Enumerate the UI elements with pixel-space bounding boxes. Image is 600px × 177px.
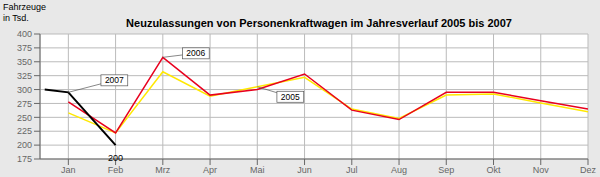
svg-text:2006: 2006 (186, 48, 205, 58)
svg-text:2007: 2007 (105, 75, 124, 85)
svg-text:325: 325 (17, 71, 32, 81)
svg-text:Jun: Jun (297, 165, 312, 175)
svg-text:350: 350 (17, 57, 32, 67)
svg-text:250: 250 (17, 113, 32, 123)
svg-text:200: 200 (17, 140, 32, 150)
svg-text:375: 375 (17, 43, 32, 53)
svg-text:Aug: Aug (391, 165, 407, 175)
html-text:Fahrzeuge: Fahrzeuge (3, 2, 46, 12)
svg-text:Jan: Jan (61, 165, 76, 175)
svg-text:Jul: Jul (346, 165, 358, 175)
svg-text:175: 175 (17, 154, 32, 164)
svg-text:275: 275 (17, 99, 32, 109)
svg-text:225: 225 (17, 126, 32, 136)
html-text:Neuzulassungen von Personenkra: Neuzulassungen von Personenkraftwagen im… (126, 17, 512, 29)
svg-text:200: 200 (108, 153, 123, 163)
svg-text:2005: 2005 (281, 92, 300, 102)
svg-text:Sep: Sep (438, 165, 454, 175)
html-text:in Tsd.: in Tsd. (3, 13, 29, 23)
svg-text:Dez: Dez (580, 165, 592, 175)
svg-text:400: 400 (17, 29, 32, 39)
svg-text:300: 300 (17, 85, 32, 95)
svg-text:Mai: Mai (250, 165, 265, 175)
svg-text:Nov: Nov (533, 165, 550, 175)
svg-text:Mrz: Mrz (155, 165, 170, 175)
svg-text:Apr: Apr (203, 165, 217, 175)
svg-text:Okt: Okt (487, 165, 502, 175)
svg-text:Feb: Feb (108, 165, 124, 175)
